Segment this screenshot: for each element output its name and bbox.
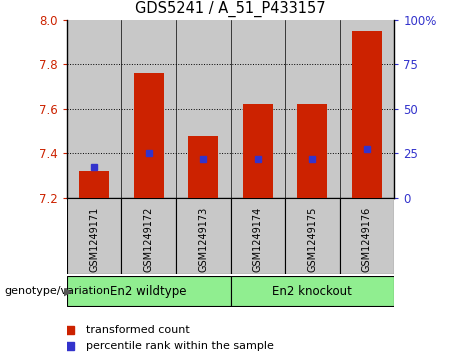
Text: GSM1249175: GSM1249175 [307,207,317,272]
Bar [67,198,121,274]
Bar [121,20,176,198]
Text: GSM1249172: GSM1249172 [144,207,154,272]
Bar [67,277,230,306]
Bar [176,20,230,198]
Text: percentile rank within the sample: percentile rank within the sample [87,340,274,351]
Bar [340,198,394,274]
Bar [134,73,164,198]
Bar [243,105,273,198]
Title: GDS5241 / A_51_P433157: GDS5241 / A_51_P433157 [135,1,326,17]
Text: En2 wildtype: En2 wildtype [111,285,187,298]
Text: En2 knockout: En2 knockout [272,285,352,298]
Bar [297,105,327,198]
Text: GSM1249176: GSM1249176 [362,207,372,272]
Bar [188,135,218,198]
Bar [121,198,176,274]
Text: GSM1249171: GSM1249171 [89,207,99,272]
Text: genotype/variation: genotype/variation [5,286,111,296]
Bar [230,198,285,274]
Bar [79,171,109,198]
Bar [67,20,121,198]
Text: GSM1249173: GSM1249173 [198,207,208,272]
Bar [352,31,382,198]
Bar [285,198,340,274]
Bar [285,20,340,198]
Bar [176,198,230,274]
Bar [340,20,394,198]
Bar [230,277,394,306]
Text: ▶: ▶ [64,286,72,296]
Text: transformed count: transformed count [87,325,190,335]
Bar [230,20,285,198]
Text: GSM1249174: GSM1249174 [253,207,263,272]
